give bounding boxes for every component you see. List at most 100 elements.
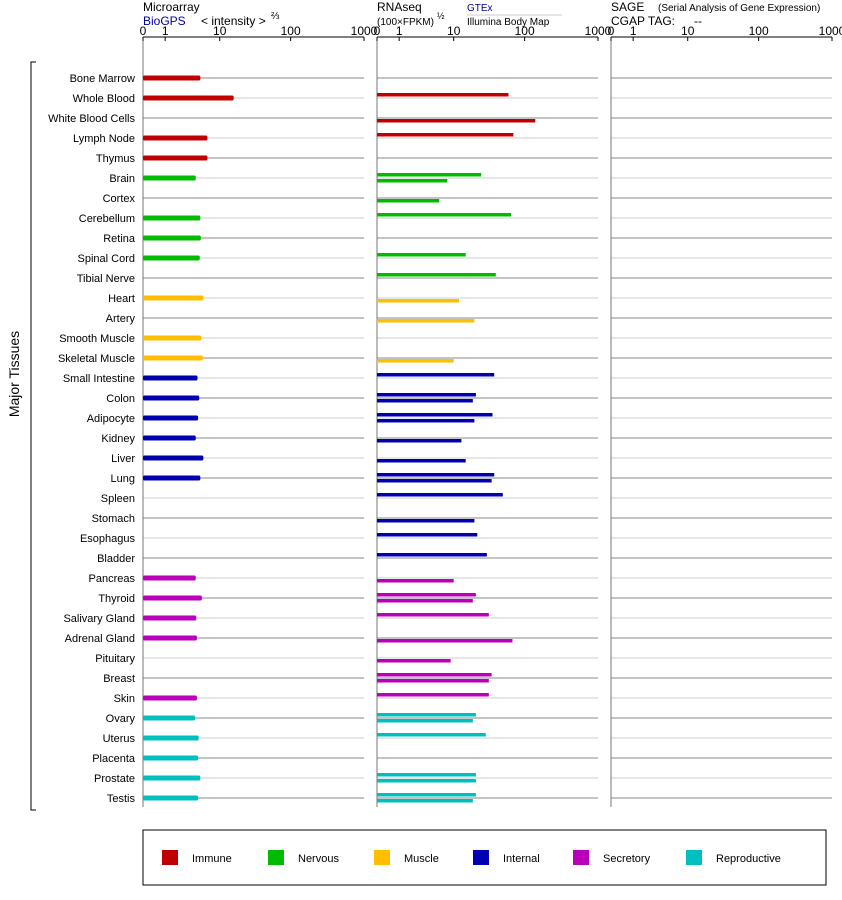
x-tick-label: 1000 bbox=[585, 24, 612, 38]
bar-rnaseq-illumina-body-map bbox=[377, 679, 489, 683]
x-tick-label: 0 bbox=[374, 24, 381, 38]
bar-microarray-biogps bbox=[143, 355, 203, 361]
tissue-label: Testis bbox=[107, 793, 136, 805]
bar-rnaseq-illumina-body-map bbox=[377, 799, 473, 803]
x-tick-label: 10 bbox=[447, 24, 461, 38]
legend-label: Internal bbox=[503, 853, 540, 865]
bar-microarray-biogps bbox=[143, 715, 196, 721]
tissue-label: Pancreas bbox=[89, 573, 136, 585]
tissue-label: Smooth Muscle bbox=[59, 333, 135, 345]
bar-rnaseq-illumina-body-map bbox=[377, 299, 460, 303]
rnaseq-source-illumina: Illumina Body Map bbox=[467, 17, 550, 28]
x-tick-label: 100 bbox=[281, 24, 301, 38]
bar-rnaseq-illumina-body-map bbox=[377, 179, 448, 183]
y-group-label: Major Tissues bbox=[6, 331, 22, 417]
sage-subtitle: (Serial Analysis of Gene Expression) bbox=[658, 3, 820, 14]
bar-rnaseq-gtex bbox=[377, 773, 476, 777]
tissue-label: Thyroid bbox=[98, 593, 135, 605]
legend-swatch bbox=[374, 850, 390, 865]
tissue-label: Whole Blood bbox=[73, 93, 135, 105]
tissue-label: Artery bbox=[106, 313, 136, 325]
tissue-label: Colon bbox=[106, 393, 135, 405]
rnaseq-source-gtex: GTEx bbox=[467, 3, 493, 14]
bar-rnaseq-gtex bbox=[377, 213, 512, 217]
bar-rnaseq-gtex bbox=[377, 173, 482, 177]
bar-microarray-biogps bbox=[143, 795, 199, 801]
bar-rnaseq-gtex bbox=[377, 473, 495, 477]
bar-rnaseq-illumina-body-map bbox=[377, 459, 466, 463]
bar-rnaseq-gtex bbox=[377, 553, 487, 557]
bar-rnaseq-illumina-body-map bbox=[377, 319, 475, 323]
bar-rnaseq-illumina-body-map bbox=[377, 719, 473, 723]
bar-rnaseq-gtex bbox=[377, 133, 514, 137]
bar-rnaseq-illumina-body-map bbox=[377, 599, 473, 603]
bar-rnaseq-gtex bbox=[377, 273, 496, 277]
bar-microarray-biogps bbox=[143, 235, 201, 241]
bar-microarray-biogps bbox=[143, 415, 199, 421]
tissue-label: Lung bbox=[111, 473, 135, 485]
tissue-label: Spleen bbox=[101, 493, 135, 505]
tissue-label: Prostate bbox=[94, 773, 135, 785]
bar-rnaseq-gtex bbox=[377, 493, 503, 497]
tissue-label: Cerebellum bbox=[79, 213, 135, 225]
tissue-label: Kidney bbox=[101, 433, 135, 445]
bar-rnaseq-illumina-body-map bbox=[377, 639, 513, 643]
x-tick-label: 1 bbox=[630, 24, 637, 38]
tissue-label: Esophagus bbox=[80, 533, 136, 545]
sage-tag-value: -- bbox=[694, 14, 702, 28]
tissue-label: Thymus bbox=[96, 153, 136, 165]
y-group-bracket bbox=[30, 61, 36, 811]
tissue-label: Adrenal Gland bbox=[65, 633, 135, 645]
microarray-scale-exponent: ⅔ bbox=[271, 11, 280, 22]
tissue-label: Placenta bbox=[92, 753, 136, 765]
bar-microarray-biogps bbox=[143, 615, 197, 621]
bar-rnaseq-illumina-body-map bbox=[377, 359, 454, 363]
bar-microarray-biogps bbox=[143, 295, 204, 301]
bar-microarray-biogps bbox=[143, 155, 208, 161]
tissue-label: Retina bbox=[103, 233, 136, 245]
tissue-label: Lymph Node bbox=[73, 133, 135, 145]
bar-microarray-biogps bbox=[143, 575, 196, 581]
bar-microarray-biogps bbox=[143, 735, 199, 741]
bar-rnaseq-illumina-body-map bbox=[377, 779, 476, 783]
tissue-label: Cortex bbox=[103, 193, 136, 205]
tissue-label: Uterus bbox=[103, 733, 136, 745]
bar-rnaseq-gtex bbox=[377, 613, 489, 617]
bar-rnaseq-illumina-body-map bbox=[377, 419, 475, 423]
tissue-label: Heart bbox=[108, 293, 135, 305]
x-tick-label: 100 bbox=[515, 24, 535, 38]
x-tick-label: 1000 bbox=[819, 24, 842, 38]
panels: 011010010000110100100001101001000 bbox=[140, 24, 842, 807]
tissue-label: Salivary Gland bbox=[63, 613, 135, 625]
microarray-source: BioGPS bbox=[143, 14, 186, 28]
x-tick-label: 1000 bbox=[351, 24, 378, 38]
legend: Immune Nervous Muscle Internal Secretory Repr… bbox=[162, 850, 781, 865]
bar-rnaseq-gtex bbox=[377, 373, 495, 377]
microarray-title: Microarray bbox=[143, 0, 200, 14]
rnaseq-title: RNAseq bbox=[377, 0, 422, 14]
bar-microarray-biogps bbox=[143, 475, 201, 481]
rnaseq-scale: (100×FPKM) bbox=[377, 17, 434, 28]
sage-tag-label: CGAP TAG: bbox=[611, 14, 675, 28]
tissue-label: Ovary bbox=[106, 713, 136, 725]
x-tick-label: 0 bbox=[608, 24, 615, 38]
bar-rnaseq-gtex bbox=[377, 713, 476, 717]
bar-rnaseq-illumina-body-map bbox=[377, 479, 492, 483]
legend-label: Reproductive bbox=[716, 853, 781, 865]
bar-microarray-biogps bbox=[143, 635, 197, 641]
bar-rnaseq-gtex bbox=[377, 253, 466, 257]
bar-microarray-biogps bbox=[143, 335, 202, 341]
tissue-label: Pituitary bbox=[95, 653, 135, 665]
bar-microarray-biogps bbox=[143, 75, 201, 81]
bar-microarray-biogps bbox=[143, 775, 201, 781]
bar-microarray-biogps bbox=[143, 375, 198, 381]
legend-swatch bbox=[473, 850, 489, 865]
bar-rnaseq-gtex bbox=[377, 533, 478, 537]
legend-swatch bbox=[162, 850, 178, 865]
bar-microarray-biogps bbox=[143, 395, 200, 401]
bar-rnaseq-gtex bbox=[377, 793, 476, 797]
bar-rnaseq-illumina-body-map bbox=[377, 579, 454, 583]
legend-label: Muscle bbox=[404, 853, 439, 865]
sage-title: SAGE bbox=[611, 0, 644, 14]
